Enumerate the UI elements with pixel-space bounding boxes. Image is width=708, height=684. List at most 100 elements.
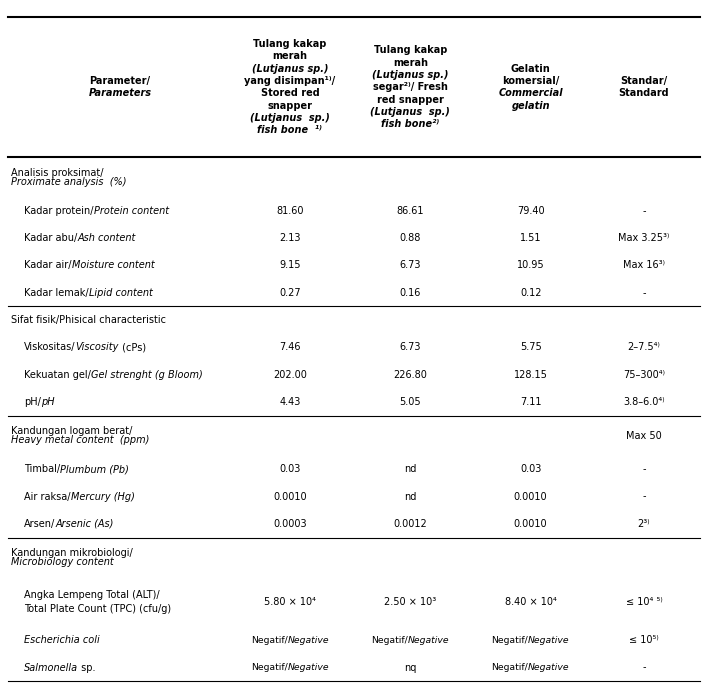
- Text: 0.0010: 0.0010: [514, 519, 547, 529]
- Text: ≤ 10⁴ ⁵⁾: ≤ 10⁴ ⁵⁾: [626, 597, 662, 607]
- Text: Kadar protein/: Kadar protein/: [24, 206, 93, 215]
- Text: snapper: snapper: [268, 101, 312, 111]
- Text: Kadar lemak/: Kadar lemak/: [24, 288, 88, 298]
- Text: sp.: sp.: [78, 663, 96, 672]
- Text: ≤ 10⁵⁾: ≤ 10⁵⁾: [629, 635, 659, 645]
- Text: Negative: Negative: [287, 663, 329, 672]
- Text: Max 3.25³⁾: Max 3.25³⁾: [618, 233, 670, 243]
- Text: 0.0003: 0.0003: [273, 519, 307, 529]
- Text: Parameter/: Parameter/: [89, 76, 151, 86]
- Text: Proximate analysis  (%): Proximate analysis (%): [11, 176, 126, 187]
- Text: nd: nd: [404, 492, 416, 501]
- Text: red snapper: red snapper: [377, 94, 444, 105]
- Text: Negative: Negative: [528, 635, 570, 645]
- Text: Kandungan logam berat/: Kandungan logam berat/: [11, 426, 132, 436]
- Text: 86.61: 86.61: [396, 206, 424, 215]
- Text: Stored red: Stored red: [261, 88, 319, 98]
- Text: Negatif/: Negatif/: [371, 635, 408, 645]
- Text: Plumbum (Pb): Plumbum (Pb): [60, 464, 129, 474]
- Text: 0.12: 0.12: [520, 288, 542, 298]
- Text: 4.43: 4.43: [279, 397, 301, 407]
- Text: Standar/: Standar/: [620, 76, 668, 86]
- Text: yang disimpan¹⁾/: yang disimpan¹⁾/: [244, 76, 336, 86]
- Text: Ash content: Ash content: [77, 233, 136, 243]
- Text: Arsen/: Arsen/: [24, 519, 55, 529]
- Text: -: -: [642, 663, 646, 672]
- Text: Gel strenght (g Bloom): Gel strenght (g Bloom): [91, 370, 202, 380]
- Text: Mercury (Hg): Mercury (Hg): [71, 492, 135, 501]
- Text: Viskositas/: Viskositas/: [24, 343, 76, 352]
- Text: Tulang kakap: Tulang kakap: [253, 39, 326, 49]
- Text: 1.51: 1.51: [520, 233, 542, 243]
- Text: 2.13: 2.13: [279, 233, 301, 243]
- Text: Negatif/: Negatif/: [251, 663, 287, 672]
- Text: Total Plate Count (TPC) (cfu/g): Total Plate Count (TPC) (cfu/g): [24, 604, 171, 614]
- Text: 0.16: 0.16: [399, 288, 421, 298]
- Text: 0.03: 0.03: [279, 464, 301, 474]
- Text: fish bone  ¹⁾: fish bone ¹⁾: [258, 125, 322, 135]
- Text: Kekuatan gel/: Kekuatan gel/: [24, 370, 91, 380]
- Text: Analisis proksimat/: Analisis proksimat/: [11, 168, 103, 178]
- Text: Sifat fisik/Phisical characteristic: Sifat fisik/Phisical characteristic: [11, 315, 166, 325]
- Text: 202.00: 202.00: [273, 370, 307, 380]
- Text: 0.03: 0.03: [520, 464, 542, 474]
- Text: 10.95: 10.95: [517, 261, 544, 270]
- Text: Max 16³⁾: Max 16³⁾: [623, 261, 665, 270]
- Text: (Lutjanus  sp.): (Lutjanus sp.): [250, 113, 330, 123]
- Text: 0.88: 0.88: [399, 233, 421, 243]
- Text: gelatin: gelatin: [511, 101, 550, 111]
- Text: 7.11: 7.11: [520, 397, 542, 407]
- Text: Standard: Standard: [619, 88, 669, 98]
- Text: fish bone²⁾: fish bone²⁾: [381, 119, 440, 129]
- Text: merah: merah: [393, 57, 428, 68]
- Text: Air raksa/: Air raksa/: [24, 492, 71, 501]
- Text: 5.05: 5.05: [399, 397, 421, 407]
- Text: 0.0012: 0.0012: [394, 519, 427, 529]
- Text: Tulang kakap: Tulang kakap: [374, 45, 447, 55]
- Text: Negatif/: Negatif/: [491, 663, 528, 672]
- Text: 3.8–6.0⁴⁾: 3.8–6.0⁴⁾: [623, 397, 665, 407]
- Text: Negatif/: Negatif/: [491, 635, 528, 645]
- Text: Parameters: Parameters: [88, 88, 152, 98]
- Text: Angka Lempeng Total (ALT)/: Angka Lempeng Total (ALT)/: [24, 590, 160, 600]
- Text: 5.75: 5.75: [520, 343, 542, 352]
- Text: 0.27: 0.27: [279, 288, 301, 298]
- Text: 75–300⁴⁾: 75–300⁴⁾: [623, 370, 665, 380]
- Text: (Lutjanus sp.): (Lutjanus sp.): [251, 64, 329, 74]
- Text: 8.40 × 10⁴: 8.40 × 10⁴: [505, 597, 556, 607]
- Text: Max 50: Max 50: [626, 431, 662, 440]
- Text: -: -: [642, 464, 646, 474]
- Text: Viscosity: Viscosity: [76, 343, 119, 352]
- Text: 0.0010: 0.0010: [514, 492, 547, 501]
- Text: (cPs): (cPs): [119, 343, 146, 352]
- Text: (Lutjanus  sp.): (Lutjanus sp.): [370, 107, 450, 117]
- Text: pH/: pH/: [24, 397, 41, 407]
- Text: Kadar air/: Kadar air/: [24, 261, 72, 270]
- Text: -: -: [642, 206, 646, 215]
- Text: Lipid content: Lipid content: [88, 288, 152, 298]
- Text: pH: pH: [41, 397, 55, 407]
- Text: -: -: [642, 288, 646, 298]
- Text: 79.40: 79.40: [517, 206, 544, 215]
- Text: segar²⁾/ Fresh: segar²⁾/ Fresh: [373, 82, 447, 92]
- Text: Heavy metal content  (ppm): Heavy metal content (ppm): [11, 435, 149, 445]
- Text: 0.0010: 0.0010: [273, 492, 307, 501]
- Text: Negative: Negative: [408, 635, 450, 645]
- Text: 7.46: 7.46: [279, 343, 301, 352]
- Text: Moisture content: Moisture content: [72, 261, 154, 270]
- Text: Microbiology content: Microbiology content: [11, 557, 113, 567]
- Text: 2.50 × 10³: 2.50 × 10³: [384, 597, 436, 607]
- Text: Arsenic (As): Arsenic (As): [55, 519, 114, 529]
- Text: 2–7.5⁴⁾: 2–7.5⁴⁾: [627, 343, 661, 352]
- Text: Escherichia coli: Escherichia coli: [24, 635, 100, 645]
- Text: 226.80: 226.80: [394, 370, 427, 380]
- Text: merah: merah: [273, 51, 307, 62]
- Text: Kadar abu/: Kadar abu/: [24, 233, 77, 243]
- Text: 6.73: 6.73: [399, 261, 421, 270]
- Text: 2³⁾: 2³⁾: [638, 519, 650, 529]
- Text: (Lutjanus sp.): (Lutjanus sp.): [372, 70, 449, 80]
- Text: 9.15: 9.15: [279, 261, 301, 270]
- Text: -: -: [642, 492, 646, 501]
- Text: nd: nd: [404, 464, 416, 474]
- Text: 5.80 × 10⁴: 5.80 × 10⁴: [264, 597, 316, 607]
